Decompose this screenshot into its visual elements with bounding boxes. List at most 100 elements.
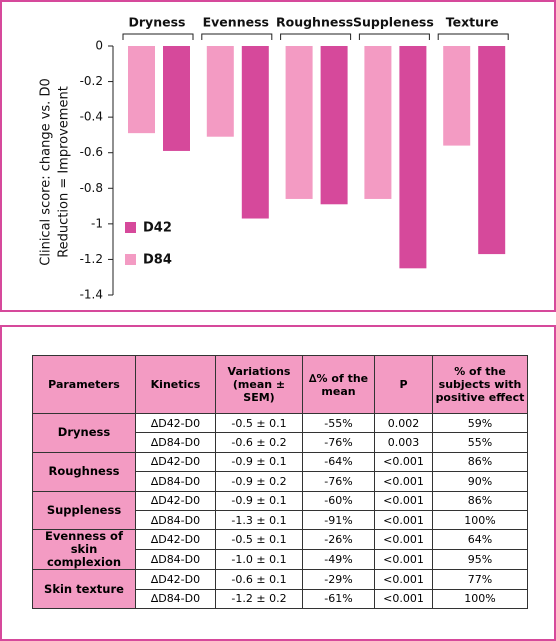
legend-swatch: [125, 222, 136, 233]
table-row: Evenness of skin complexion ∆D42-D0 -0.5 ±…: [32, 529, 528, 571]
table-cell: 64%: [432, 529, 528, 551]
parameter-cell: Roughness: [32, 451, 136, 492]
table-cell: 59%: [432, 412, 528, 434]
table-row: ∆D84-D0 -1.0 ± 0.1 -49% <0.001 95%: [33, 549, 528, 571]
results-table: Parameters Kinetics Variations (mean ± SEM…: [32, 355, 528, 610]
y-tick-label: -0.6: [80, 145, 103, 159]
category-label: Suppleness: [353, 15, 434, 30]
table-cell: -49%: [302, 549, 375, 571]
bar: [241, 46, 269, 219]
table-cell: -60%: [302, 490, 375, 511]
table-row: Skin texture ∆D42-D0 -0.6 ± 0.1 -29% <0.001 7…: [32, 569, 528, 610]
legend-label: D42: [143, 221, 172, 236]
y-tick-label: -0.8: [80, 181, 103, 195]
parameter-cell: Dryness: [32, 413, 136, 453]
header-cell: P: [374, 355, 433, 414]
category-bracket: [122, 33, 194, 40]
table-cell: 77%: [432, 569, 528, 590]
table-row: ∆D84-D0 -0.6 ± 0.2 -76% 0.003 55%: [33, 432, 528, 453]
header-cell: Variations (mean ± SEM): [215, 355, 303, 414]
bar: [206, 46, 234, 137]
table-cell: <0.001: [374, 451, 433, 473]
table-cell: -1.2 ± 0.2: [215, 588, 303, 610]
table-panel: Parameters Kinetics Variations (mean ± SEM…: [0, 325, 556, 641]
legend-swatch: [125, 254, 136, 265]
y-tick-label: 0: [95, 39, 103, 53]
category-bracket: [358, 33, 430, 40]
header-cell: Kinetics: [135, 355, 216, 414]
table-cell: ∆D84-D0: [135, 588, 216, 610]
table-cell: -26%: [302, 529, 375, 551]
table-cell: <0.001: [374, 569, 433, 590]
table-row: ∆D84-D0 -1.2 ± 0.2 -61% <0.001 100%: [33, 588, 528, 610]
table-cell: <0.001: [374, 549, 433, 571]
table-cell: ∆D84-D0: [135, 509, 216, 531]
table-cell: 95%: [432, 549, 528, 571]
chart-panel: Clinical score: change vs. D0 Reduction …: [0, 0, 556, 312]
table-cell: 90%: [432, 471, 528, 492]
category-bracket: [437, 33, 509, 40]
category-label: Evenness: [203, 15, 269, 30]
category-bracket: [201, 33, 273, 40]
bar: [128, 46, 155, 134]
table-cell: -1.0 ± 0.1: [215, 549, 303, 571]
chart: Clinical score: change vs. D0 Reduction …: [39, 15, 509, 302]
y-tick-label: -0.4: [80, 110, 103, 124]
table-cell: ∆D42-D0: [135, 529, 216, 551]
category-label: Roughness: [276, 15, 353, 30]
table-cell: -0.9 ± 0.1: [215, 490, 303, 511]
category-label: Texture: [446, 15, 499, 30]
table-cell: 86%: [432, 451, 528, 473]
table-row: Dryness ∆D42-D0 -0.5 ± 0.1 -55% 0.002 59%: [32, 412, 528, 453]
table-cell: -0.6 ± 0.1: [215, 569, 303, 590]
table-cell: <0.001: [374, 588, 433, 610]
table-cell: ∆D42-D0: [135, 412, 216, 434]
table-cell: -0.9 ± 0.1: [215, 451, 303, 473]
bar: [364, 46, 392, 199]
table-cell: -76%: [302, 432, 375, 453]
category-bracket: [280, 33, 352, 40]
table-cell: 0.002: [374, 412, 433, 434]
bar: [163, 46, 190, 151]
table-row: Suppleness ∆D42-D0 -0.9 ± 0.1 -60% <0.001 86%: [32, 490, 528, 531]
y-tick-label: -1.2: [80, 252, 103, 266]
header-cell: % of the subjects with positive effect: [432, 355, 528, 414]
table-cell: -91%: [302, 509, 375, 531]
table-cell: 100%: [432, 509, 528, 531]
table-cell: -0.9 ± 0.2: [215, 471, 303, 492]
table-cell: ∆D42-D0: [135, 569, 216, 590]
table-cell: -61%: [302, 588, 375, 610]
legend-label: D84: [143, 253, 172, 268]
bar: [478, 46, 506, 255]
table-cell: -0.6 ± 0.2: [215, 432, 303, 453]
table-cell: -29%: [302, 569, 375, 590]
table-cell: -1.3 ± 0.1: [215, 509, 303, 531]
table-cell: 55%: [432, 432, 528, 453]
table-row: Roughness ∆D42-D0 -0.9 ± 0.1 -64% <0.001 86%: [32, 451, 528, 492]
table-cell: ∆D84-D0: [135, 471, 216, 492]
y-axis-label: Reduction = Improvement: [57, 86, 72, 258]
header-cell: ∆% of the mean: [302, 355, 375, 414]
y-tick-label: -1: [91, 216, 103, 230]
parameter-cell: Suppleness: [32, 490, 136, 531]
table-cell: 0.003: [374, 432, 433, 453]
category-label: Dryness: [129, 15, 186, 30]
table-cell: ∆D84-D0: [135, 432, 216, 453]
table-body: Parameters Kinetics Variations (mean ± SEM…: [32, 355, 528, 610]
parameter-cell: Evenness of skin complexion: [32, 529, 136, 571]
bar: [285, 46, 313, 199]
header-cell: Parameters: [32, 355, 136, 414]
table-cell: -64%: [302, 451, 375, 473]
table-cell: 86%: [432, 490, 528, 511]
table-cell: -55%: [302, 412, 375, 434]
table-cell: ∆D42-D0: [135, 490, 216, 511]
bar: [320, 46, 348, 205]
table-cell: -0.5 ± 0.1: [215, 529, 303, 551]
table-cell: ∆D84-D0: [135, 549, 216, 571]
table-cell: <0.001: [374, 490, 433, 511]
table-cell: -76%: [302, 471, 375, 492]
bar: [443, 46, 471, 146]
y-axis-label: Clinical score: change vs. D0: [39, 78, 54, 265]
parameter-cell: Skin texture: [32, 569, 136, 610]
